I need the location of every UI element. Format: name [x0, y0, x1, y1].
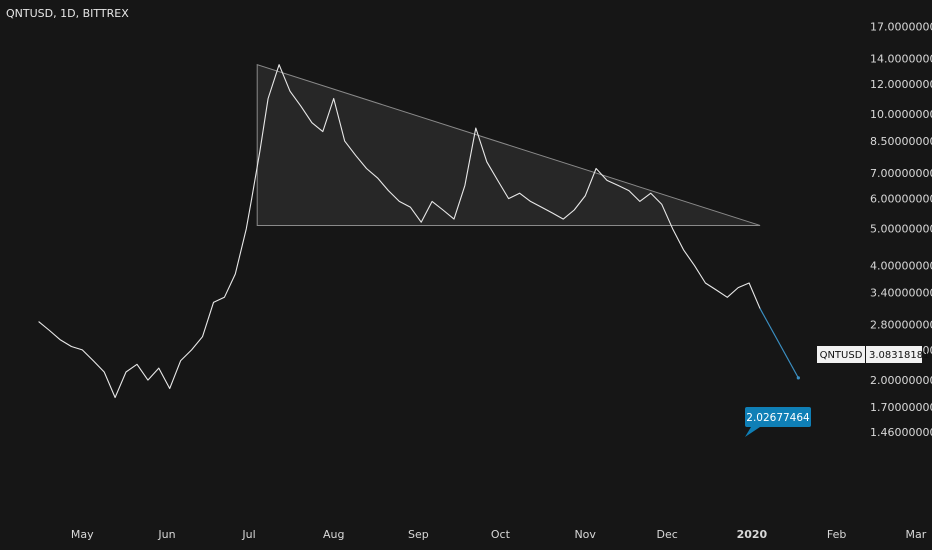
- x-tick-label: Nov: [574, 528, 596, 541]
- symbol-title: QNTUSD, 1D, BITTREX: [6, 7, 129, 20]
- price-tag-value: 3.08318181: [869, 350, 929, 361]
- projection-drawing[interactable]: [759, 308, 800, 380]
- price-series: [38, 64, 761, 399]
- x-tick-label: Jun: [157, 528, 175, 541]
- x-tick-label: Oct: [491, 528, 511, 541]
- y-tick-label: 4.00000000: [870, 260, 932, 273]
- y-tick-label: 8.50000000: [870, 135, 932, 148]
- y-tick-label: 6.00000000: [870, 193, 932, 206]
- y-tick-label: 14.00000000: [870, 53, 932, 66]
- time-axis[interactable]: May Jun Jul Aug Sep Oct Nov Dec 2020 Feb Mar: [71, 528, 927, 541]
- price-axis[interactable]: 17.00000000 14.00000000 12.00000000 10.0000…: [870, 21, 932, 439]
- x-tick-label: Mar: [906, 528, 927, 541]
- y-tick-label: 12.00000000: [870, 78, 932, 91]
- price-tag-symbol: QNTUSD: [820, 350, 863, 361]
- y-tick-label: 2.00000000: [870, 374, 932, 387]
- y-tick-label: 5.00000000: [870, 223, 932, 236]
- x-tick-label: Feb: [827, 528, 846, 541]
- price-line: [38, 64, 761, 399]
- projection-line[interactable]: [759, 308, 799, 379]
- projection-endpoint: [796, 376, 800, 380]
- y-tick-label: 1.46000000: [870, 426, 932, 439]
- descending-triangle-drawing[interactable]: [256, 63, 761, 226]
- x-tick-label: Dec: [657, 528, 678, 541]
- x-tick-label: Jul: [241, 528, 255, 541]
- y-tick-label: 7.00000000: [870, 167, 932, 180]
- x-tick-label: 2020: [737, 528, 768, 541]
- projection-callout-value: 2.02677464: [746, 412, 810, 424]
- projection-callout[interactable]: 2.02677464: [745, 407, 811, 437]
- x-tick-label: Sep: [408, 528, 429, 541]
- x-tick-label: Aug: [323, 528, 344, 541]
- triangle-shape[interactable]: [256, 63, 761, 226]
- y-tick-label: 2.80000000: [870, 319, 932, 332]
- current-price-tag: QNTUSD 3.08318181: [817, 346, 929, 363]
- y-tick-label: 1.70000000: [870, 401, 932, 414]
- y-tick-label: 17.00000000: [870, 21, 932, 34]
- x-tick-label: May: [71, 528, 94, 541]
- y-tick-label: 10.00000000: [870, 108, 932, 121]
- y-tick-label: 3.40000000: [870, 286, 932, 299]
